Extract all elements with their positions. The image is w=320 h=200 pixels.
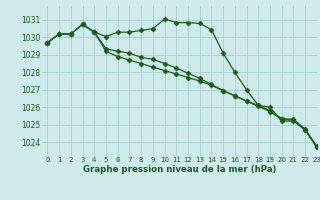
X-axis label: Graphe pression niveau de la mer (hPa): Graphe pression niveau de la mer (hPa) — [83, 165, 276, 174]
